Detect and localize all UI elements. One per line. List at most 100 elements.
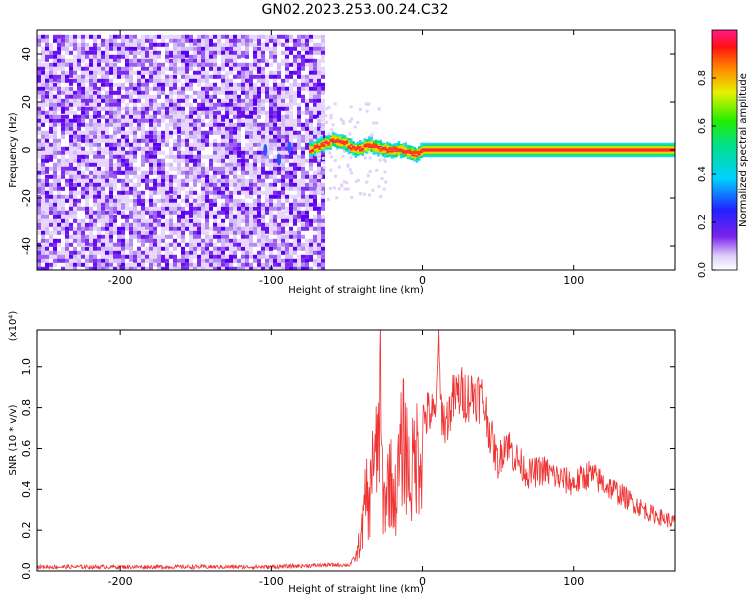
- noise-cell: [289, 154, 293, 159]
- noise-cell: [217, 210, 221, 215]
- noise-cell: [157, 62, 161, 70]
- colorbar-gradient: [711, 29, 738, 271]
- noise-cell: [141, 90, 145, 95]
- noise-cell: [165, 186, 169, 191]
- noise-cell: [137, 58, 141, 63]
- noise-cell: [105, 170, 109, 175]
- noise-cell: [273, 114, 277, 119]
- noise-cell: [321, 98, 325, 103]
- noise-cell: [245, 42, 249, 47]
- noise-cell: [125, 142, 129, 147]
- noise-cell: [253, 230, 257, 235]
- noise-cell: [321, 42, 325, 47]
- noise-cell: [177, 242, 181, 247]
- noise-cell: [261, 150, 265, 155]
- noise-cell: [281, 174, 285, 179]
- noise-cell: [225, 242, 229, 247]
- noise-cell: [265, 242, 269, 247]
- noise-cell: [309, 106, 313, 111]
- noise-cell: [217, 194, 221, 199]
- noise-cell: [153, 106, 157, 111]
- noise-cell: [61, 198, 65, 203]
- noise-cell: [273, 266, 277, 270]
- noise-cell: [257, 78, 261, 83]
- noise-cell: [181, 166, 185, 171]
- noise-cell: [233, 226, 237, 231]
- noise-cell: [173, 138, 177, 143]
- noise-cell: [327, 105, 331, 109]
- noise-cell: [145, 90, 149, 95]
- noise-cell: [117, 158, 121, 163]
- noise-cell: [193, 122, 197, 127]
- noise-cell: [261, 238, 265, 243]
- noise-cell: [173, 242, 177, 247]
- noise-cell: [317, 62, 321, 67]
- noise-cell: [129, 50, 133, 55]
- noise-cell: [49, 54, 53, 59]
- noise-cell: [317, 78, 321, 83]
- noise-cell: [281, 226, 285, 234]
- noise-cell: [169, 234, 173, 239]
- noise-cell: [249, 70, 253, 75]
- noise-cell: [362, 192, 366, 196]
- noise-cell: [97, 154, 101, 159]
- noise-cell: [269, 110, 273, 115]
- noise-cell: [265, 198, 269, 203]
- noise-cell: [81, 230, 85, 238]
- noise-cell: [49, 262, 53, 270]
- noise-cell: [73, 130, 77, 135]
- noise-cell: [285, 166, 289, 171]
- noise-cell: [305, 54, 309, 59]
- noise-cell: [177, 86, 181, 91]
- noise-cell: [225, 266, 229, 270]
- noise-cell: [189, 62, 193, 67]
- noise-cell: [57, 54, 61, 62]
- noise-cell: [113, 186, 117, 191]
- noise-cell: [317, 106, 321, 114]
- noise-cell: [137, 114, 141, 119]
- noise-cell: [289, 182, 293, 187]
- noise-cell: [273, 106, 277, 111]
- noise-cell: [53, 162, 57, 170]
- noise-cell: [149, 170, 153, 175]
- noise-cell: [265, 254, 269, 259]
- noise-cell: [93, 246, 97, 251]
- noise-cell: [249, 266, 253, 270]
- noise-cell: [101, 190, 105, 195]
- noise-cell: [229, 178, 233, 183]
- noise-cell: [281, 34, 285, 39]
- noise-cell: [109, 142, 113, 147]
- noise-cell: [289, 98, 293, 103]
- noise-cell: [233, 82, 237, 87]
- noise-cell: [93, 154, 97, 159]
- noise-cell: [125, 66, 129, 74]
- noise-cell: [125, 134, 129, 139]
- noise-cell: [185, 98, 189, 103]
- noise-cell: [109, 138, 113, 143]
- noise-cell: [77, 82, 81, 87]
- noise-cell: [105, 182, 109, 187]
- noise-cell: [121, 234, 125, 239]
- noise-cell: [117, 194, 121, 199]
- noise-cell: [245, 222, 249, 227]
- noise-cell: [93, 266, 97, 270]
- noise-cell: [81, 118, 85, 123]
- noise-cell: [153, 214, 157, 222]
- noise-cell: [41, 242, 45, 247]
- noise-cell: [378, 158, 382, 162]
- noise-cell: [109, 222, 113, 227]
- noise-cell: [209, 62, 213, 67]
- noise-cell: [225, 178, 229, 183]
- noise-cell: [253, 226, 257, 231]
- noise-cell: [253, 186, 257, 191]
- noise-cell: [73, 118, 77, 123]
- noise-cell: [229, 130, 233, 135]
- noise-cell: [301, 94, 305, 99]
- noise-cell: [249, 130, 253, 135]
- noise-cell: [305, 122, 309, 127]
- noise-cell: [237, 138, 241, 143]
- noise-cell: [321, 230, 325, 235]
- noise-cell: [209, 202, 213, 207]
- noise-cell: [129, 142, 133, 147]
- noise-cell: [141, 202, 145, 207]
